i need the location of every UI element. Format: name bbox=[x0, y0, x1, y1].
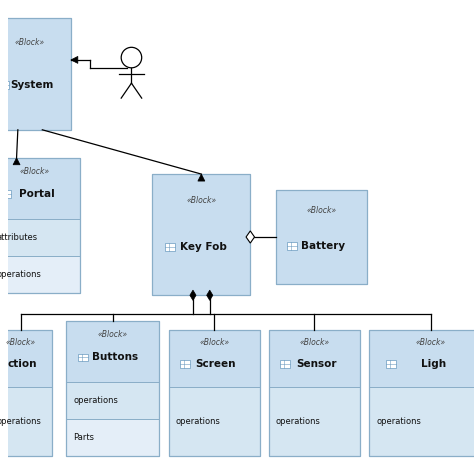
Bar bbox=[269, 330, 360, 456]
Polygon shape bbox=[13, 158, 20, 165]
Text: operations: operations bbox=[376, 417, 421, 426]
Bar bbox=[78, 354, 88, 361]
Text: operations: operations bbox=[73, 396, 118, 405]
Bar bbox=[287, 243, 297, 250]
Bar bbox=[0, 330, 52, 387]
Bar bbox=[169, 330, 260, 456]
Bar bbox=[0, 256, 80, 293]
Text: «Block»: «Block» bbox=[15, 38, 45, 47]
Bar bbox=[66, 382, 159, 419]
Text: «Block»: «Block» bbox=[20, 167, 50, 176]
Bar bbox=[169, 387, 260, 456]
Bar bbox=[276, 191, 367, 283]
Text: Sensor: Sensor bbox=[296, 359, 337, 369]
Bar bbox=[386, 360, 396, 368]
Text: ction: ction bbox=[7, 359, 37, 369]
Text: operations: operations bbox=[0, 417, 41, 426]
Polygon shape bbox=[71, 56, 78, 64]
Bar bbox=[66, 321, 159, 382]
Bar bbox=[153, 174, 250, 295]
Polygon shape bbox=[207, 290, 213, 301]
Text: Screen: Screen bbox=[196, 359, 236, 369]
Text: «Block»: «Block» bbox=[186, 196, 217, 205]
Text: operations: operations bbox=[0, 270, 41, 279]
Text: «Block»: «Block» bbox=[6, 338, 36, 347]
Bar bbox=[369, 330, 474, 387]
Text: attributes: attributes bbox=[0, 233, 37, 242]
Bar bbox=[0, 18, 71, 130]
Bar bbox=[153, 174, 250, 295]
Text: Portal: Portal bbox=[18, 189, 55, 199]
Bar bbox=[0, 330, 52, 456]
Bar bbox=[269, 387, 360, 456]
Bar bbox=[66, 321, 159, 456]
Bar bbox=[0, 158, 80, 293]
Text: Parts: Parts bbox=[73, 433, 94, 442]
Bar bbox=[169, 330, 260, 387]
Text: «Block»: «Block» bbox=[98, 330, 128, 339]
Text: «Block»: «Block» bbox=[199, 338, 229, 347]
Bar bbox=[269, 330, 360, 387]
Polygon shape bbox=[190, 290, 196, 301]
Text: Battery: Battery bbox=[301, 241, 345, 251]
Bar bbox=[0, 18, 71, 130]
Bar bbox=[280, 360, 291, 368]
Bar bbox=[0, 158, 80, 219]
Text: operations: operations bbox=[276, 417, 321, 426]
Bar bbox=[180, 360, 190, 368]
Bar bbox=[66, 419, 159, 456]
Text: Ligh: Ligh bbox=[421, 359, 446, 369]
Text: Buttons: Buttons bbox=[91, 352, 138, 363]
Bar bbox=[0, 387, 52, 456]
Bar bbox=[276, 191, 367, 283]
Bar bbox=[165, 243, 175, 251]
Bar bbox=[369, 387, 474, 456]
Text: operations: operations bbox=[176, 417, 220, 426]
Bar bbox=[369, 330, 474, 456]
Bar bbox=[0, 219, 80, 256]
Text: «Block»: «Block» bbox=[416, 338, 446, 347]
Bar bbox=[0, 81, 9, 89]
Bar bbox=[0, 191, 11, 198]
Bar bbox=[0, 360, 6, 368]
Text: Key Fob: Key Fob bbox=[180, 242, 227, 252]
Polygon shape bbox=[198, 174, 205, 181]
Text: System: System bbox=[10, 80, 54, 90]
Text: «Block»: «Block» bbox=[306, 206, 337, 215]
Text: «Block»: «Block» bbox=[299, 338, 329, 347]
Polygon shape bbox=[246, 231, 255, 243]
